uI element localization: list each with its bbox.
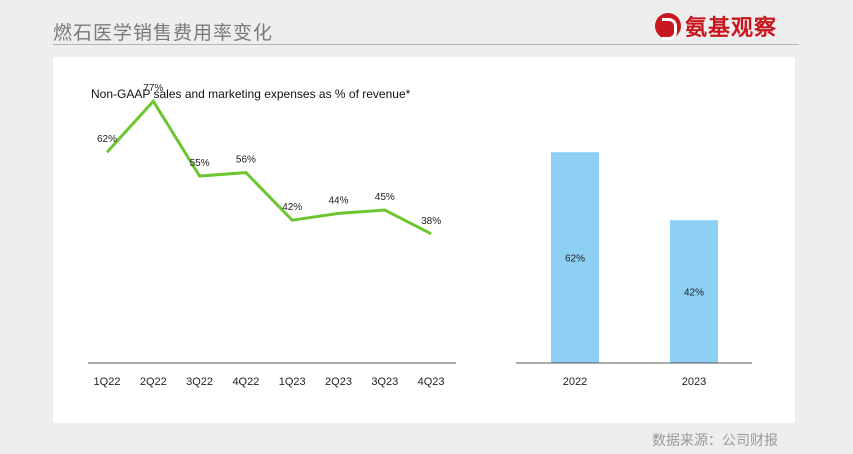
bar-x-tick-label: 2023: [682, 376, 706, 388]
line-x-tick-label: 1Q22: [94, 376, 121, 388]
source-note: 数据来源：公司财报: [652, 433, 778, 449]
line-data-label: 45%: [375, 192, 395, 203]
bar: [670, 220, 718, 363]
bar-data-label: 42%: [684, 288, 704, 299]
line-x-tick-label: 4Q22: [232, 376, 259, 388]
line-data-label: 62%: [97, 134, 117, 145]
chart-svg: Non-GAAP sales and marketing expenses as…: [88, 83, 752, 388]
line-data-label: 56%: [236, 155, 256, 166]
series-line: [105, 98, 432, 236]
line-x-tick-label: 2Q23: [325, 376, 352, 388]
line-x-tick-label: 2Q22: [140, 376, 167, 388]
header-divider: [53, 44, 799, 45]
chart-panel: Non-GAAP sales and marketing expenses as…: [53, 57, 795, 423]
line-chart-title: Non-GAAP sales and marketing expenses as…: [91, 87, 411, 101]
page-title: 燃石医学销售费用率变化: [53, 22, 274, 44]
line-data-label: 44%: [328, 195, 348, 206]
line-data-label: 55%: [190, 158, 210, 169]
logo-text: 氨基观察: [685, 16, 778, 41]
line-data-label: 38%: [421, 216, 441, 227]
line-chart: 62% 77% 55% 56% 42% 44% 45% 38% 1Q22 2Q22 3Q22 4Q22…: [88, 83, 456, 388]
line-x-tick-label: 4Q23: [418, 376, 445, 388]
line-data-label: 77%: [143, 83, 163, 94]
bar-x-tick-label: 2022: [563, 376, 587, 388]
brand-logo: 氨基观察: [655, 10, 777, 42]
line-x-tick-label: 1Q23: [279, 376, 306, 388]
line-x-tick-label: 3Q22: [186, 376, 213, 388]
line-x-tick-label: 3Q23: [371, 376, 398, 388]
bar-chart: 62% 42% 2022 2023: [516, 152, 752, 388]
bar: [551, 152, 599, 363]
bar-data-label: 62%: [565, 254, 585, 265]
logo-icon: [655, 13, 681, 40]
line-data-label: 42%: [282, 202, 302, 213]
